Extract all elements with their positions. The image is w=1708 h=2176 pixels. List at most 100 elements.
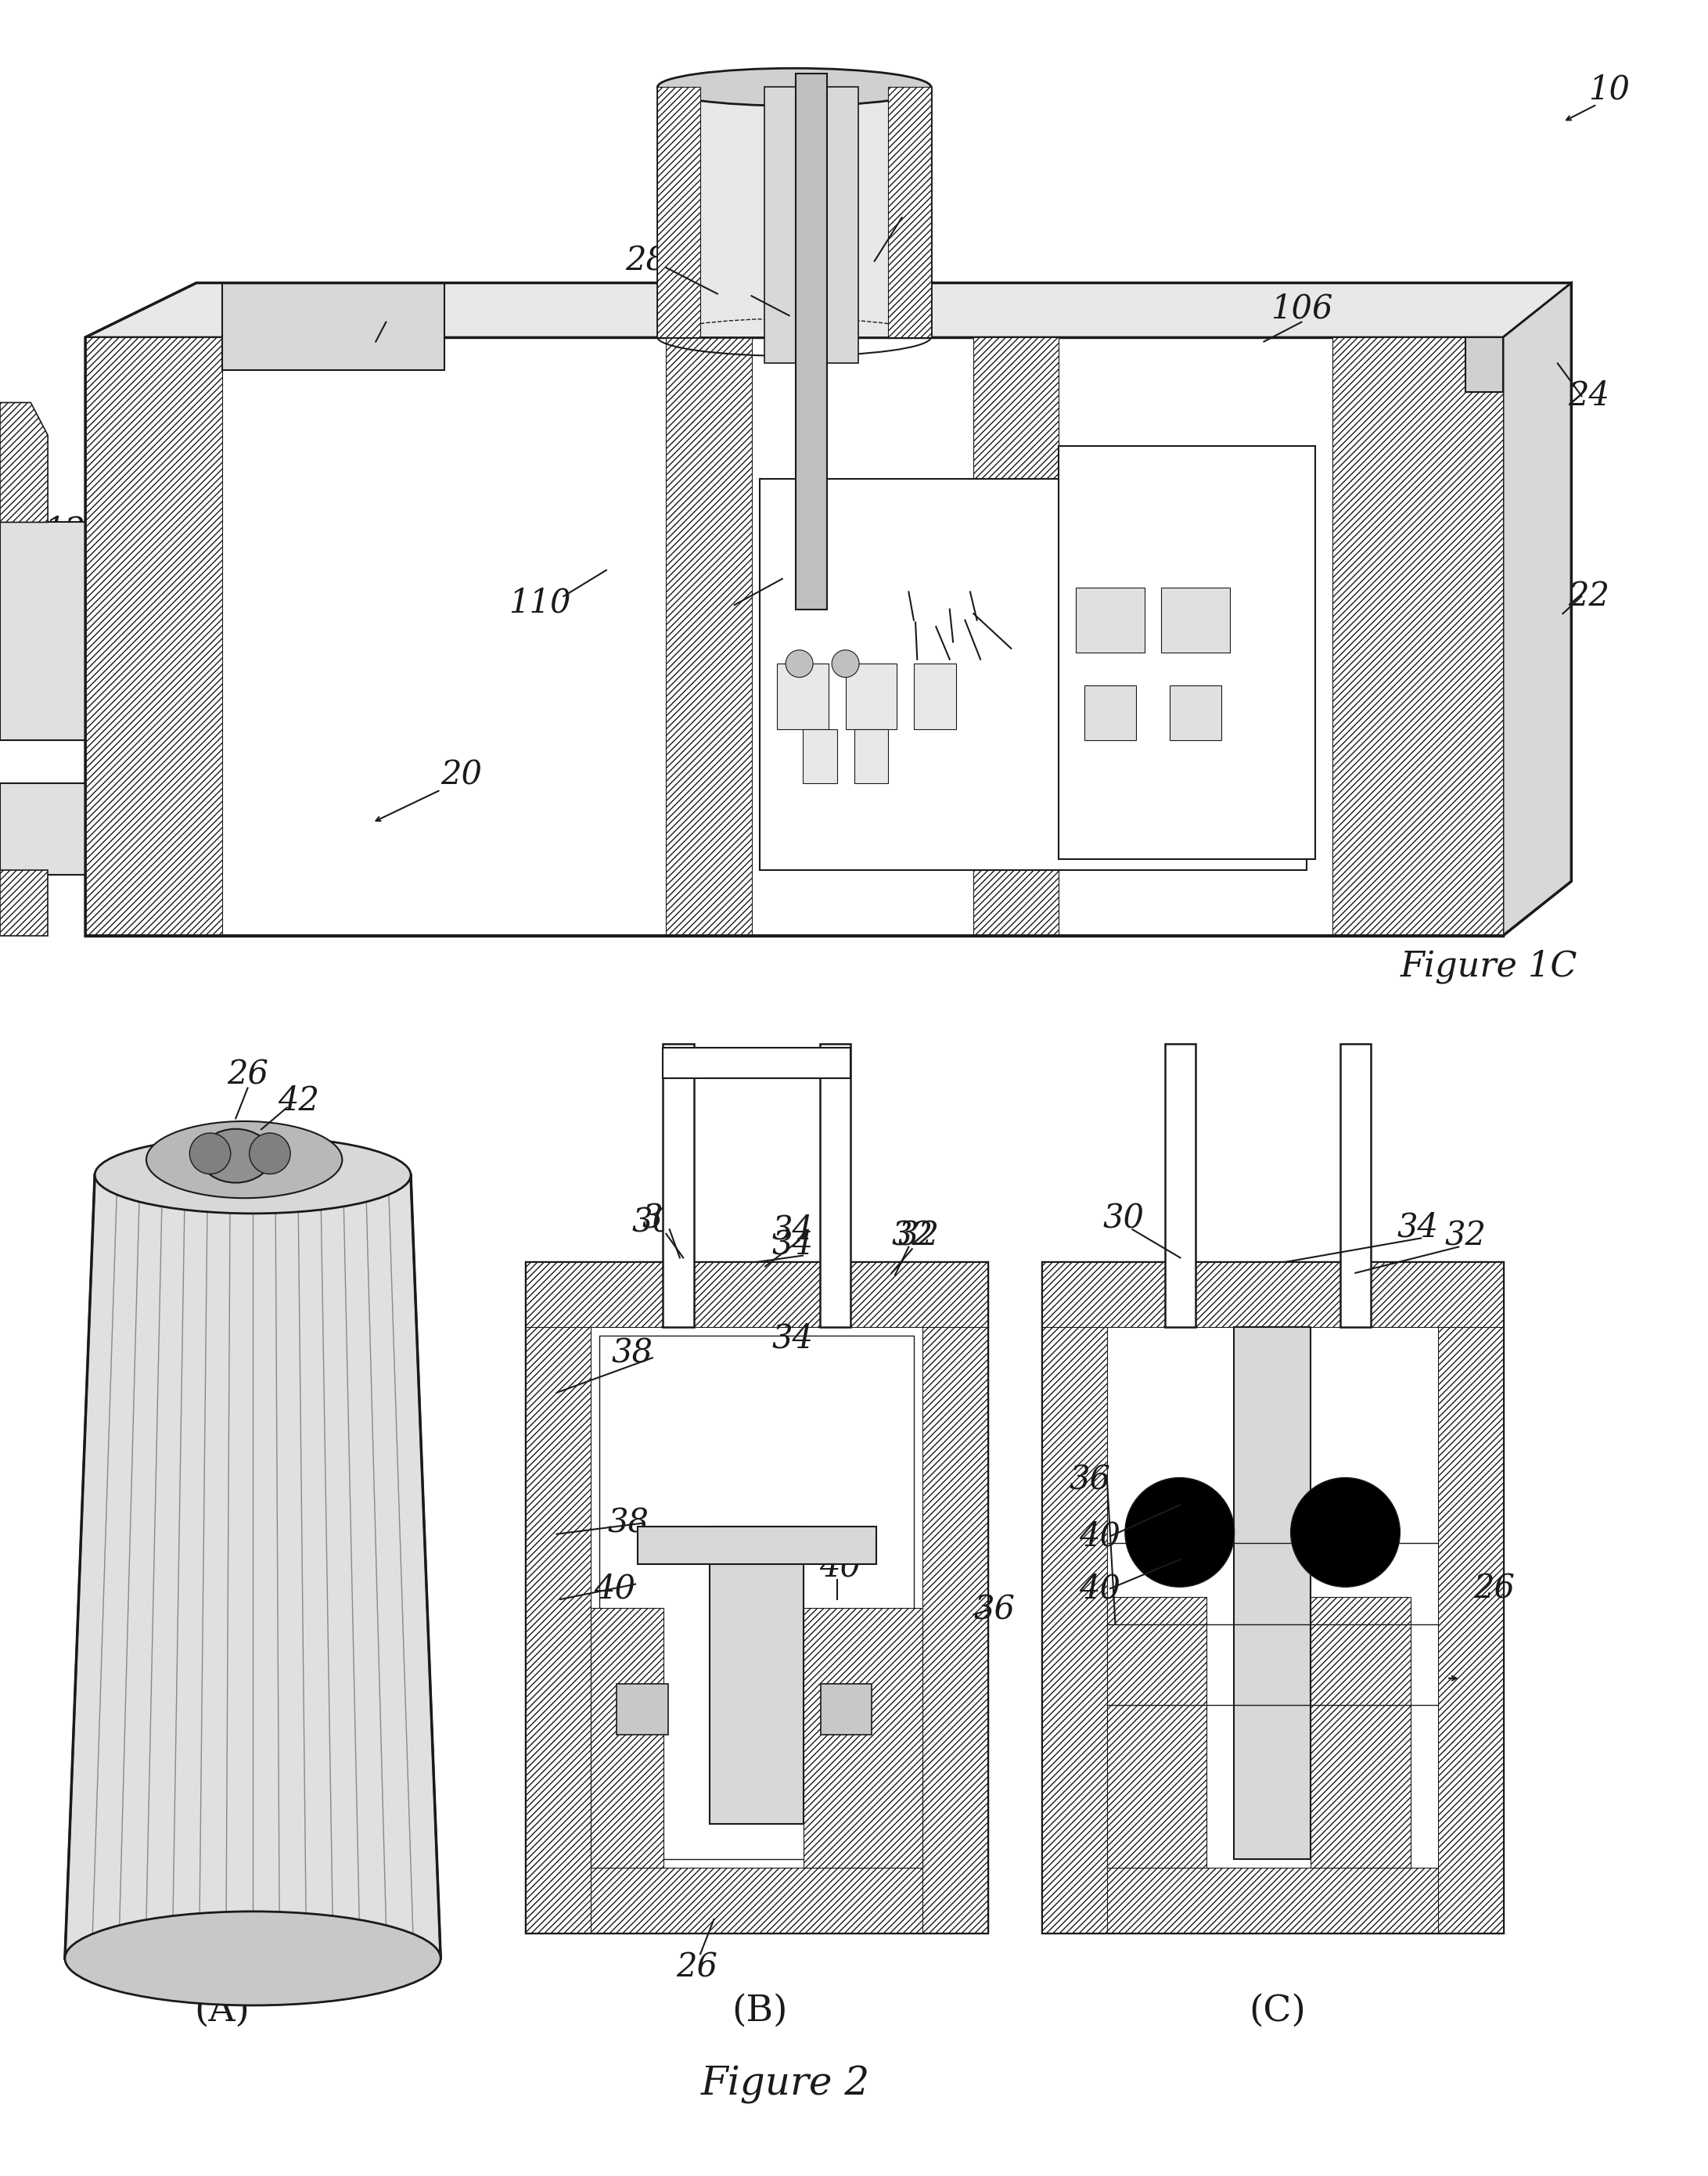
Text: 26: 26 [1474,1571,1515,1606]
Text: 40: 40 [1079,1571,1120,1606]
Bar [617,1684,668,1734]
Polygon shape [85,283,1571,337]
Ellipse shape [94,1136,412,1214]
Circle shape [832,651,859,677]
Polygon shape [85,337,1503,936]
Bar [526,1262,987,1327]
Text: 106: 106 [1271,292,1332,326]
Text: 32: 32 [892,1219,933,1253]
Text: (B): (B) [733,1993,787,2028]
Bar [777,664,828,729]
Bar [845,664,897,729]
Bar [796,74,827,609]
Ellipse shape [147,1121,342,1199]
Polygon shape [0,870,48,936]
Bar [763,87,857,363]
Circle shape [1126,1478,1235,1586]
Bar [922,1262,987,1932]
Bar [1438,1262,1503,1932]
Text: Figure 2: Figure 2 [700,2065,871,2104]
Bar [1042,1867,1503,1932]
Circle shape [786,651,813,677]
Text: 76: 76 [897,653,938,688]
Bar [1042,1262,1503,1327]
Bar [1042,1262,1107,1932]
Bar [820,1684,871,1734]
Bar [0,522,85,740]
Text: 34: 34 [772,1212,813,1247]
Text: 72: 72 [991,642,1032,677]
Bar [0,783,85,875]
Text: 26: 26 [227,1058,268,1092]
Bar [1107,1597,1206,1867]
Bar [637,1528,876,1565]
Text: 30: 30 [1103,1201,1144,1236]
Text: 22: 22 [1568,579,1609,614]
Text: 30: 30 [711,272,752,307]
Bar [663,1044,693,1327]
Ellipse shape [658,67,931,107]
Bar [803,729,837,783]
Text: 112: 112 [355,292,417,326]
Bar [760,479,1307,870]
Bar [803,1608,922,1867]
Bar [1170,685,1221,740]
Text: 40: 40 [1079,1519,1120,1554]
Text: 20: 20 [441,757,482,792]
Ellipse shape [200,1129,272,1184]
Bar [888,87,931,337]
Text: 34: 34 [772,1227,813,1262]
Bar [1465,337,1503,392]
Bar [600,1336,914,1858]
Text: 62: 62 [893,614,934,648]
Text: 26: 26 [676,1950,717,1985]
Text: 12: 12 [44,514,85,548]
Polygon shape [65,1175,441,1958]
Bar [854,729,888,783]
Text: Figure 1C: Figure 1C [1401,949,1578,984]
Bar [1341,1044,1372,1327]
Bar [222,283,444,370]
Bar [1332,337,1503,936]
Text: 36: 36 [974,1593,1015,1628]
Polygon shape [0,403,48,522]
Bar [974,337,1059,936]
Bar [1165,1044,1196,1327]
Text: 66: 66 [929,653,970,688]
Text: 32: 32 [898,1219,939,1253]
Text: 30: 30 [632,1206,673,1240]
Bar [658,87,931,337]
Bar [820,1044,851,1327]
Text: 78: 78 [956,614,997,648]
Text: 64: 64 [960,653,1001,688]
Bar [85,337,222,936]
Bar [663,1047,851,1079]
Text: 30': 30' [685,592,736,627]
Polygon shape [1503,283,1571,936]
Bar [1161,588,1230,653]
Text: 42: 42 [278,1084,319,1118]
Text: 34: 34 [1397,1210,1438,1245]
Circle shape [1291,1478,1401,1586]
Bar [1076,588,1144,653]
Text: 18: 18 [881,189,922,224]
Circle shape [190,1134,231,1175]
Bar [526,1262,987,1932]
Text: 38: 38 [608,1506,649,1541]
Bar [711,1528,803,1823]
Circle shape [249,1134,290,1175]
Text: 60: 60 [933,635,974,670]
Text: (C): (C) [1249,1993,1307,2028]
Text: 30: 30 [642,1201,683,1236]
Bar [526,1262,591,1932]
Bar [1233,1327,1312,1858]
Bar [1042,1262,1503,1932]
Text: 24: 24 [1568,379,1609,413]
Bar [914,664,956,729]
Text: 110: 110 [509,585,570,620]
Text: 34: 34 [772,1321,813,1356]
Text: 38: 38 [611,1336,652,1371]
Text: 10: 10 [1588,72,1629,107]
Ellipse shape [65,1911,441,2006]
Text: 40: 40 [820,1549,861,1584]
